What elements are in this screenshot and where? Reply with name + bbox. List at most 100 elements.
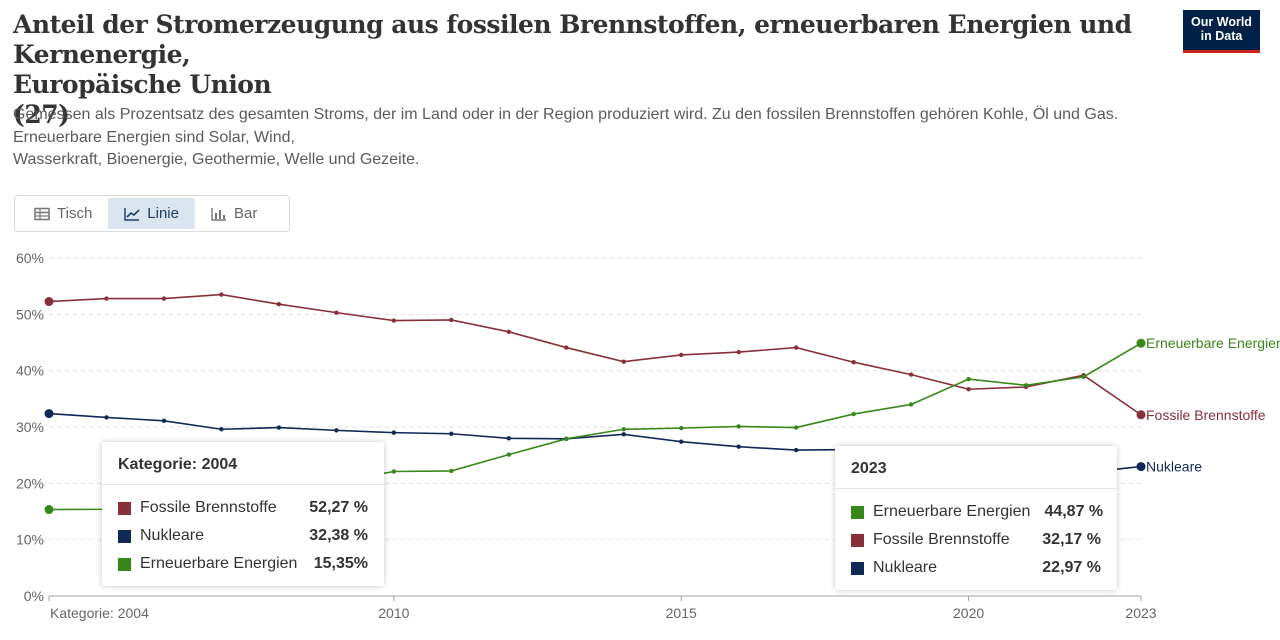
tooltip-title: Kategorie: 2004 — [102, 442, 384, 485]
data-point — [44, 297, 54, 307]
legend-swatch — [851, 505, 864, 519]
data-point — [161, 418, 167, 424]
data-point — [276, 425, 282, 430]
data-point — [219, 292, 224, 297]
data-point — [334, 310, 339, 315]
tooltip-row-value: 32,38 % — [309, 527, 368, 544]
chart-subtitle: Gemessen als Prozentsatz des gesamten St… — [13, 104, 1223, 172]
data-point — [621, 432, 626, 437]
x-tick-label: 2015 — [666, 605, 697, 621]
subtitle-line-1: Gemessen als Prozentsatz des gesamten St… — [13, 106, 1119, 123]
tooltip-row-value: 22,97 % — [1042, 559, 1101, 576]
tooltip-row: Erneuerbare Energien 44,87 % — [835, 498, 1117, 526]
data-point — [736, 444, 741, 449]
bar-chart-icon — [211, 207, 226, 221]
tooltip-row: Erneuerbare Energien 15,35% — [102, 550, 384, 578]
data-point — [391, 469, 397, 474]
logo-line-2: in Data — [1200, 29, 1243, 43]
tooltip-row: Nukleare 22,97 % — [835, 554, 1117, 582]
data-point — [1136, 338, 1146, 348]
x-tick-label: 2020 — [953, 605, 984, 621]
data-point — [506, 329, 511, 334]
legend-swatch — [851, 533, 864, 547]
title-line-2: Europäische Union — [13, 70, 272, 99]
data-point — [104, 296, 109, 301]
y-tick-label: 30% — [16, 419, 44, 435]
data-point — [44, 505, 54, 515]
data-point — [391, 430, 397, 435]
legend-swatch — [851, 561, 864, 575]
x-tick-label: 2023 — [1125, 605, 1156, 621]
view-tabs: Tisch Linie Bar — [14, 195, 290, 232]
tooltip-row-label: Fossile Brennstoffe — [140, 499, 277, 516]
line-chart-icon — [124, 207, 140, 221]
tab-line-label: Linie — [147, 205, 179, 222]
tooltip-row-label: Fossile Brennstoffe — [873, 531, 1010, 548]
data-point — [104, 415, 109, 420]
y-tick-label: 60% — [16, 250, 44, 266]
tooltip-2023: 2023 Erneuerbare Energien 44,87 % Fossil… — [835, 446, 1117, 590]
subtitle-line-2: Erneuerbare Energien sind Solar, Wind, — [13, 128, 295, 146]
data-point — [908, 372, 914, 377]
data-point — [679, 425, 684, 431]
data-point — [851, 411, 856, 417]
tab-table-label: Tisch — [57, 205, 93, 222]
tooltip-2004: Kategorie: 2004 Fossile Brennstoffe 52,2… — [102, 442, 384, 586]
tooltip-title: 2023 — [835, 446, 1117, 489]
y-tick-label: 50% — [16, 306, 44, 322]
tooltip-row: Fossile Brennstoffe 32,17 % — [835, 526, 1117, 554]
y-tick-label: 10% — [16, 532, 44, 548]
tooltip-row-label: Nukleare — [873, 559, 938, 576]
tooltip-row: Fossile Brennstoffe 52,27 % — [102, 494, 384, 522]
data-point — [793, 447, 799, 453]
data-point — [44, 409, 54, 419]
data-point — [449, 468, 454, 474]
data-point — [449, 317, 454, 323]
data-point — [793, 425, 799, 430]
legend-swatch — [118, 557, 131, 571]
series-end-label: Fossile Brennstoffe — [1146, 407, 1266, 423]
tab-table[interactable]: Tisch — [18, 198, 108, 229]
tab-bar[interactable]: Bar — [195, 198, 273, 229]
tooltip-row-value: 44,87 % — [1044, 503, 1104, 520]
data-point — [506, 436, 511, 441]
data-point — [506, 452, 511, 457]
title-line-1: Anteil der Stromerzeugung aus fossilen B… — [13, 10, 1132, 69]
tooltip-row-label: Nukleare — [140, 527, 205, 544]
y-tick-label: 40% — [16, 363, 44, 379]
tooltip-row-value: 15,35% — [313, 555, 368, 572]
data-point — [1023, 383, 1029, 388]
data-point — [1136, 410, 1146, 420]
title-line-3: (27) — [13, 100, 70, 129]
tooltip-row: Nukleare 32,38 % — [102, 522, 384, 550]
series-end-label: Erneuerbare Energien — [1146, 335, 1280, 351]
data-point — [1136, 462, 1146, 472]
data-point — [391, 318, 397, 323]
series-end-label: Nukleare — [1146, 459, 1202, 475]
data-point — [908, 402, 914, 407]
tab-bar-label: Bar — [233, 205, 258, 222]
tooltip-row-value: 32,17 % — [1042, 531, 1101, 548]
legend-swatch — [118, 529, 131, 543]
data-point — [966, 387, 971, 392]
data-point — [679, 352, 684, 358]
y-tick-label: 20% — [16, 475, 44, 491]
tab-line[interactable]: Linie — [108, 198, 195, 229]
x-tick-label: 2010 — [378, 605, 409, 621]
data-point — [564, 436, 569, 442]
legend-swatch — [118, 501, 131, 515]
owid-logo[interactable]: Our World in Data — [1183, 10, 1260, 53]
chart-title: Anteil der Stromerzeugung aus fossilen B… — [13, 10, 1163, 130]
data-point — [564, 345, 569, 350]
tooltip-row-label: Erneuerbare Energien — [873, 503, 1031, 520]
y-tick-label: 0% — [24, 588, 44, 604]
tooltip-row-value: 52,27 % — [309, 499, 368, 516]
data-point — [966, 376, 971, 382]
tooltip-row-label: Erneuerbare Energien — [140, 555, 298, 572]
data-point — [736, 424, 741, 429]
logo-line-1: Our World — [1191, 15, 1252, 29]
data-point — [276, 301, 282, 307]
data-point — [334, 428, 339, 433]
data-point — [161, 296, 167, 301]
table-icon — [34, 207, 50, 220]
